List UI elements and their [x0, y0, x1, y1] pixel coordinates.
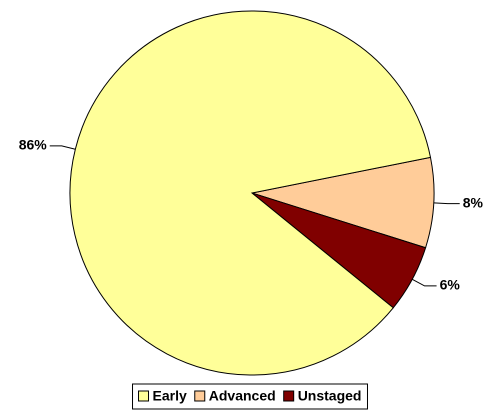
leader-line [412, 278, 437, 287]
leader-line [433, 202, 460, 205]
data-label: 8% [463, 194, 484, 210]
data-label: 86% [19, 137, 48, 153]
legend-label: Unstaged [298, 388, 362, 404]
legend [132, 383, 368, 410]
leader-line [49, 145, 76, 150]
legend-label: Advanced [209, 388, 276, 404]
legend-swatch [138, 390, 150, 402]
data-label: 6% [440, 277, 461, 293]
legend-label: Early [153, 388, 187, 404]
legend-swatch [283, 390, 295, 402]
pie-slice [251, 156, 435, 249]
legend-swatch [194, 390, 206, 402]
